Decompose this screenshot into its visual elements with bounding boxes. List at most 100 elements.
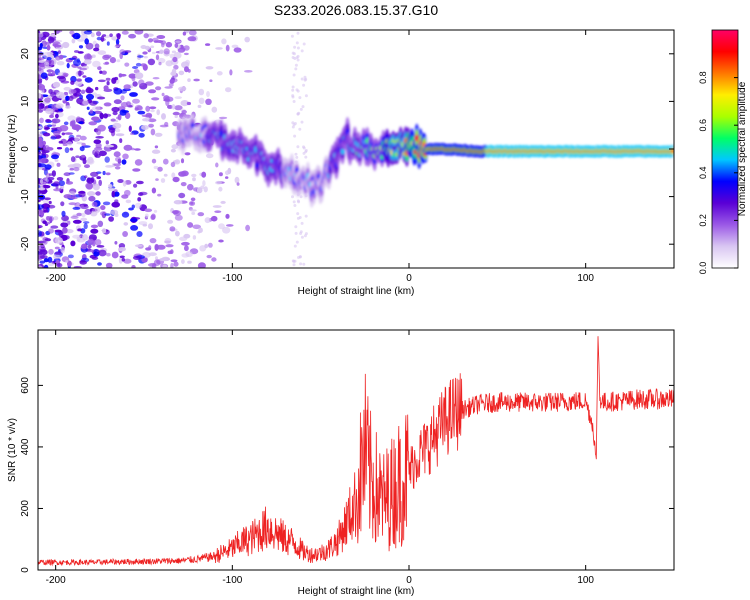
spectrogram-noise-blob (89, 109, 93, 114)
spectrogram-noise-blob (43, 258, 49, 263)
spectrogram-noise-blob (205, 153, 214, 159)
spectrogram-noise-blob (62, 72, 69, 77)
spectrogram-noise-blob (56, 147, 63, 150)
spectrogram-noise-blob (38, 126, 43, 129)
spectrogram-noise-blob (218, 172, 223, 177)
colorbar-tick-label: 0.6 (698, 119, 708, 132)
spectrogram-noise-blob (66, 141, 73, 146)
spectrogram-noise-blob (138, 132, 145, 138)
spectrogram-noise-blob (108, 216, 114, 222)
spectrogram-noise-blob (116, 59, 121, 63)
spectrogram-noise-blob (148, 118, 157, 123)
spectrogram-noise-blob (62, 227, 68, 234)
spectrogram-noise-blob (84, 175, 88, 179)
spectrogram-noise-blob (96, 31, 102, 37)
spectrogram-noise-blob (96, 176, 101, 180)
spectrogram-noise-blob (81, 243, 88, 250)
colorbar-tick-label: 0.8 (698, 71, 708, 84)
spectrogram-noise-blob (80, 217, 88, 221)
spectrogram-noise-blob (134, 30, 144, 35)
spectrogram-noise-blob (157, 166, 163, 172)
spectrogram-noise-blob (43, 209, 49, 213)
spectrogram-noise-blob (87, 244, 92, 249)
spectrogram-noise-blob (151, 97, 160, 101)
spectrogram-noise-blob (76, 141, 83, 145)
spectrogram-noise-blob (38, 224, 43, 229)
spectrogram-noise-blob (41, 157, 46, 164)
spectrogram-noise-blob (61, 210, 66, 217)
spectrogram-noise-blob (76, 212, 83, 217)
spectrogram-noise-blob (292, 52, 296, 56)
spectrogram-noise-blob (151, 158, 157, 164)
spectrogram-noise-blob (206, 91, 210, 98)
spectrogram-noise-blob (197, 212, 205, 217)
spectrogram-noise-blob (43, 132, 51, 137)
spectrogram-noise-blob (61, 132, 65, 136)
spectrogram-noise-blob (294, 63, 298, 67)
spectrogram-noise-blob (299, 195, 303, 199)
spectrogram-noise-blob (296, 199, 300, 203)
spectrogram-noise-blob (205, 43, 211, 46)
spectrogram-noise-blob (124, 112, 131, 119)
spectrogram-noise-blob (134, 148, 141, 151)
spectrogram-noise-blob (38, 155, 43, 160)
spectrogram-noise-blob (55, 30, 63, 33)
spectrogram-noise-blob (225, 176, 229, 179)
spectrogram-noise-blob (119, 49, 126, 55)
spectrogram-noise-blob (167, 219, 174, 224)
spectrogram-noise-blob (77, 228, 82, 232)
spectrogram-noise-blob (48, 200, 52, 205)
spectrogram-noise-blob (156, 109, 160, 116)
spectrogram-noise-blob (187, 222, 194, 228)
spectrogram-noise-blob (50, 33, 56, 37)
spectrogram-noise-blob (81, 212, 86, 218)
spectrogram-noise-blob (303, 75, 307, 79)
spectrogram-noise-blob (153, 40, 159, 43)
spectrogram-noise-blob (83, 223, 88, 230)
spectrogram-noise-blob (119, 73, 127, 77)
spectrogram-noise-blob (56, 91, 65, 99)
spectrogram-noise-blob (119, 255, 125, 259)
spectrogram-noise-blob (299, 107, 303, 111)
spectrogram-noise-blob (48, 228, 54, 234)
spectrogram-noise-blob (38, 60, 46, 63)
spectrogram-noise-blob (137, 55, 144, 58)
spectrogram-x-ticks: -200 -100 0 100 (46, 30, 594, 284)
spectrogram-noise-blob (124, 62, 130, 67)
spectrogram-noise-blob (74, 136, 79, 142)
spectrogram-noise-blob (87, 191, 96, 197)
spectrogram-noise-blob (295, 41, 299, 45)
spectrogram-noise-blob (219, 116, 228, 120)
spectrogram-noise-blob (123, 258, 132, 264)
snr-series-line (38, 336, 674, 567)
spectrogram-noise-blob (191, 211, 196, 215)
spectrogram-noise-blob (174, 214, 183, 221)
spectrogram-noise-blob (68, 95, 74, 101)
spectrogram-noise-blob (134, 244, 143, 248)
spectrogram-noise-blob (172, 176, 180, 183)
spectrogram-noise-blob (171, 104, 176, 110)
spectrogram-noise-blob (144, 213, 149, 219)
spectrogram-noise-blob (78, 121, 84, 124)
spectrogram-noise-blob (67, 220, 71, 225)
spectrogram-noise-blob (76, 78, 82, 82)
spectrogram-noise-blob (180, 182, 187, 187)
spectrogram-noise-blob (302, 262, 306, 266)
spectrogram-noise-blob (78, 70, 82, 77)
spectrogram-noise-blob (67, 115, 76, 121)
spectrogram-noise-blob (169, 226, 176, 232)
spectrogram-noise-blob (301, 105, 305, 109)
snr-y-tick-label: 0 (20, 567, 31, 573)
spectrogram-noise-blob (46, 57, 52, 61)
spectrogram-noise-blob (225, 44, 230, 52)
spectrogram-noise-blob (64, 132, 73, 135)
spectrogram-noise-blob (170, 148, 176, 153)
spectrogram-noise-blob (56, 162, 61, 167)
spectrogram-noise-blob (109, 57, 116, 64)
spectrogram-noise-blob (93, 251, 100, 257)
spectrogram-noise-blob (72, 206, 81, 210)
spectrogram-noise-blob (47, 262, 55, 267)
spectrogram-noise-blob (291, 88, 295, 92)
spectrogram-noise-blob (111, 201, 120, 208)
spectrogram-noise-blob (95, 86, 99, 91)
